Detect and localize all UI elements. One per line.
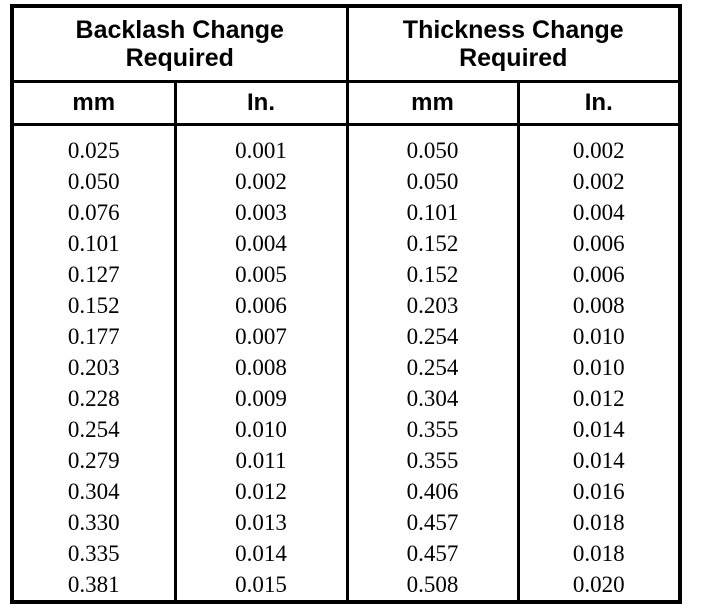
table-row: 0.177 0.007 0.254 0.010 [12, 321, 680, 352]
table-row: 0.025 0.001 0.050 0.002 [12, 124, 680, 166]
table-cell: 0.279 [67, 448, 120, 473]
table-cell: 0.012 [173, 476, 347, 507]
table-cell: 0.001 [173, 124, 347, 166]
table-cell: 0.457 [345, 507, 518, 538]
table-row: 0.076 0.003 0.101 0.004 [12, 197, 680, 228]
table-cell: 0.002 [173, 166, 347, 197]
table-cell: 0.002 [516, 166, 680, 197]
table-cell: 0.152 [345, 259, 518, 290]
table-cell: 0.005 [173, 259, 347, 290]
table-row: 0.330 0.013 0.457 0.018 [12, 507, 680, 538]
table-cell: 0.203 [345, 290, 518, 321]
table-cell: 0.508 [345, 569, 518, 602]
table-cell: 0.355 [345, 445, 518, 476]
table-cell: 0.050 [345, 124, 518, 166]
column-header-row: mm In. mm In. [12, 81, 680, 126]
table-cell: 0.381 [67, 572, 120, 597]
table-cell: 0.003 [173, 197, 347, 228]
table-row: 0.101 0.004 0.152 0.006 [12, 228, 680, 259]
table-cell: 0.101 [67, 231, 120, 256]
table-cell: 0.004 [173, 228, 347, 259]
group-header-backlash-label: Backlash Change Required [75, 16, 284, 72]
table-row: 0.279 0.011 0.355 0.014 [12, 445, 680, 476]
table-cell: 0.152 [345, 228, 518, 259]
table-cell: 0.304 [345, 383, 518, 414]
column-header-backlash-in: In. [173, 81, 347, 126]
table-cell: 0.016 [516, 476, 680, 507]
table-row: 0.203 0.008 0.254 0.010 [12, 352, 680, 383]
table-row: 0.304 0.012 0.406 0.016 [12, 476, 680, 507]
backlash-thickness-conversion-table: Backlash Change Required Thickness Chang… [10, 4, 682, 604]
column-header-thickness-mm: mm [345, 81, 518, 126]
table-cell: 0.254 [345, 321, 518, 352]
table-cell: 0.014 [516, 414, 680, 445]
group-header-backlash: Backlash Change Required [12, 6, 347, 83]
table-cell: 0.006 [516, 228, 680, 259]
table-cell: 0.304 [67, 479, 120, 504]
table-cell: 0.008 [516, 290, 680, 321]
table-cell: 0.406 [345, 476, 518, 507]
table-cell: 0.330 [67, 510, 120, 535]
table-cell: 0.002 [516, 124, 680, 166]
table-cell: 0.012 [516, 383, 680, 414]
table-row: 0.335 0.014 0.457 0.018 [12, 538, 680, 569]
table-cell: 0.177 [67, 324, 120, 349]
table-cell: 0.006 [516, 259, 680, 290]
table-cell: 0.007 [173, 321, 347, 352]
column-header-thickness-in: In. [516, 81, 680, 126]
table-cell: 0.018 [516, 507, 680, 538]
table-cell: 0.014 [173, 538, 347, 569]
table-cell: 0.127 [67, 262, 120, 287]
table-cell: 0.457 [345, 538, 518, 569]
table-row: 0.381 0.015 0.508 0.020 [12, 569, 680, 602]
table-cell: 0.228 [67, 386, 120, 411]
table-cell: 0.076 [67, 200, 120, 225]
table-cell: 0.355 [345, 414, 518, 445]
table-cell: 0.050 [345, 166, 518, 197]
table-cell: 0.015 [173, 569, 347, 602]
table-cell: 0.050 [67, 169, 120, 194]
table-row: 0.228 0.009 0.304 0.012 [12, 383, 680, 414]
table-cell: 0.152 [67, 293, 120, 318]
table-cell: 0.254 [67, 417, 120, 442]
table-cell: 0.011 [173, 445, 347, 476]
column-header-backlash-mm: mm [12, 81, 175, 126]
table-cell: 0.101 [345, 197, 518, 228]
table-row: 0.050 0.002 0.050 0.002 [12, 166, 680, 197]
table-cell: 0.254 [345, 352, 518, 383]
table-cell: 0.013 [173, 507, 347, 538]
table-row: 0.127 0.005 0.152 0.006 [12, 259, 680, 290]
table-cell: 0.203 [67, 355, 120, 380]
table-cell: 0.009 [173, 383, 347, 414]
table-cell: 0.018 [516, 538, 680, 569]
group-header-row: Backlash Change Required Thickness Chang… [12, 6, 680, 83]
group-header-thickness: Thickness Change Required [345, 6, 680, 83]
group-header-thickness-label: Thickness Change Required [402, 16, 624, 72]
table-body: 0.025 0.001 0.050 0.002 0.050 0.002 0.050 0.002… [12, 124, 680, 602]
table-cell: 0.010 [516, 352, 680, 383]
table-row: 0.254 0.010 0.355 0.014 [12, 414, 680, 445]
table-cell: 0.008 [173, 352, 347, 383]
table-cell: 0.010 [516, 321, 680, 352]
table-cell: 0.335 [67, 541, 120, 566]
table-row: 0.152 0.006 0.203 0.008 [12, 290, 680, 321]
table-cell: 0.006 [173, 290, 347, 321]
table-cell: 0.010 [173, 414, 347, 445]
table-cell: 0.004 [516, 197, 680, 228]
table-cell: 0.020 [516, 569, 680, 602]
table-cell: 0.014 [516, 445, 680, 476]
table-cell: 0.025 [67, 138, 120, 163]
